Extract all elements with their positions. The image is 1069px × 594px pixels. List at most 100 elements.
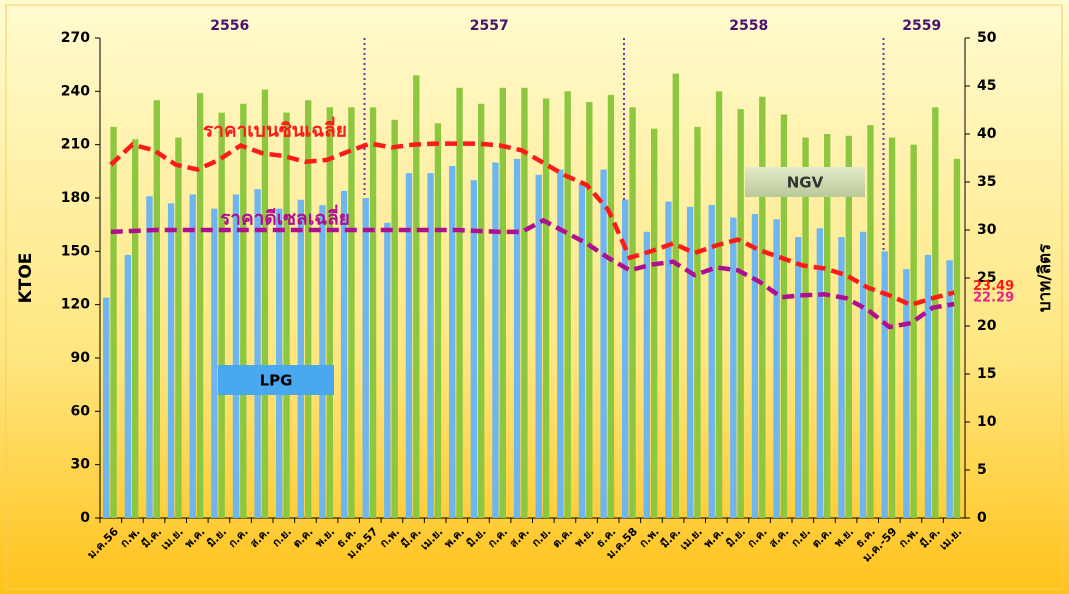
y-axis-label: KTOE [16, 253, 36, 304]
legend-box [218, 365, 334, 395]
bar [492, 162, 499, 518]
bar [629, 107, 636, 518]
bar [737, 109, 744, 518]
bar [297, 199, 305, 518]
bar [456, 87, 463, 519]
series-label: ราคาเบนซินเฉลี่ย [203, 117, 347, 142]
bar [730, 217, 737, 519]
bar [651, 128, 658, 518]
legend-label: NGV [787, 174, 824, 192]
bar [340, 190, 348, 518]
y2-tick-label: 30 [977, 222, 997, 238]
bar [910, 144, 917, 518]
bar [838, 237, 845, 518]
bar [607, 94, 615, 518]
y2-tick-label: 10 [977, 414, 997, 430]
bar [535, 174, 542, 518]
bar [478, 103, 485, 519]
bar [932, 107, 939, 518]
legend-label: LPG [260, 372, 293, 390]
bar [218, 112, 225, 519]
bar [557, 169, 564, 519]
bar [643, 231, 651, 518]
y2-tick-label: 25 [977, 270, 996, 286]
bar [824, 134, 831, 518]
bar [953, 158, 961, 518]
bar [521, 87, 528, 519]
bar [449, 166, 456, 518]
bar [513, 158, 521, 518]
bar [903, 269, 910, 518]
bar [672, 73, 679, 519]
bar [470, 180, 478, 518]
year-label: 2559 [902, 18, 941, 34]
bar [802, 137, 809, 519]
y2-axis-label: บาท/ลิตร [1035, 243, 1055, 312]
y-tick-label: 180 [61, 190, 90, 206]
y2-tick-label: 40 [977, 126, 997, 142]
data-label: 23.49 [973, 279, 1014, 294]
y2-tick-label: 50 [977, 30, 997, 46]
bar [232, 194, 240, 518]
y-tick-label: 0 [80, 510, 90, 526]
series-label: ราคาดีเซลเฉลี่ย [220, 205, 350, 230]
y-tick-label: 240 [61, 83, 90, 99]
bar [427, 173, 434, 518]
bar [881, 251, 888, 519]
bar [715, 91, 723, 518]
bar [326, 107, 333, 518]
bar [434, 123, 442, 518]
legend-box [745, 167, 865, 197]
bar [600, 169, 607, 519]
bar [542, 98, 550, 518]
y2-tick-label: 5 [977, 462, 987, 478]
bar [405, 173, 413, 518]
bar [694, 126, 701, 518]
bar [211, 208, 218, 518]
bar [686, 206, 694, 518]
bar [845, 135, 852, 518]
frame [5, 4, 1063, 590]
bar [391, 119, 398, 519]
bar [276, 208, 283, 518]
bar [586, 102, 593, 518]
bar [189, 194, 196, 518]
bar [319, 205, 326, 518]
bar [867, 125, 874, 518]
bar [305, 100, 312, 518]
bar [254, 189, 261, 518]
y-tick-label: 60 [71, 403, 91, 419]
data-label: 22.29 [973, 291, 1014, 306]
year-label: 2558 [729, 18, 768, 34]
bar [795, 237, 802, 518]
bar [283, 112, 290, 519]
bar [103, 297, 110, 518]
y-tick-label: 210 [61, 137, 90, 153]
bar [622, 199, 629, 518]
bar [816, 228, 824, 518]
bar [146, 196, 153, 518]
bar [564, 91, 571, 518]
bar [773, 219, 780, 519]
bar [780, 114, 788, 518]
bar [124, 254, 132, 518]
y2-tick-label: 45 [977, 78, 996, 94]
bar [859, 231, 867, 518]
y2-tick-label: 20 [977, 318, 997, 334]
bar [132, 139, 139, 519]
y-tick-label: 120 [61, 297, 90, 313]
year-label: 2556 [210, 18, 249, 34]
bar [261, 89, 269, 519]
bar [924, 254, 932, 518]
bar [578, 183, 586, 518]
bar [413, 75, 420, 518]
bar [665, 201, 672, 519]
bar [196, 93, 204, 518]
y-tick-label: 270 [61, 30, 90, 46]
bar [348, 107, 355, 518]
bar [240, 103, 247, 519]
y2-tick-label: 15 [977, 366, 996, 382]
y2-tick-label: 0 [977, 510, 987, 526]
bar [946, 260, 953, 518]
